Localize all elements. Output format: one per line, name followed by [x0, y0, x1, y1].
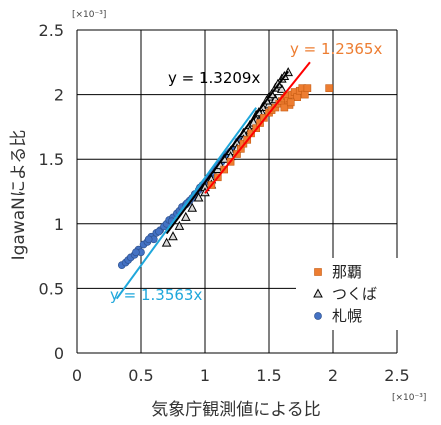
- data-point-square: [239, 139, 248, 148]
- legend-label: 札幌: [332, 307, 362, 325]
- data-point-triangle: [193, 192, 204, 202]
- legend-label: 那覇: [332, 263, 362, 281]
- y-tick-label: 1.5: [39, 150, 64, 169]
- data-point-triangle: [168, 231, 178, 241]
- regression-equation: y = 1.2365x: [290, 40, 382, 58]
- data-point-square: [260, 114, 268, 122]
- data-point-circle: [144, 235, 153, 244]
- data-point-square: [286, 98, 295, 107]
- data-point-square: [301, 90, 309, 99]
- legend-label: つくば: [332, 285, 377, 303]
- data-point-circle: [132, 248, 140, 257]
- y-tick-label: 1: [54, 215, 64, 234]
- regression-lines: [115, 61, 311, 300]
- x-axis-label: 気象庁観測値による比: [151, 400, 321, 420]
- x-tick-label: 1.5: [256, 366, 281, 385]
- data-point-square: [293, 93, 301, 101]
- data-point-triangle: [276, 83, 287, 93]
- regression-equation: y = 1.3563x: [110, 286, 202, 304]
- grid-lines: [76, 29, 398, 354]
- data-point-triangle: [161, 237, 172, 247]
- y-tick-label: 0.5: [39, 279, 64, 298]
- legend-marker-triangle: [313, 288, 323, 298]
- y-tick-label: 0: [54, 344, 64, 363]
- regression-equation: y = 1.3209x: [168, 69, 260, 87]
- regression-line: [165, 70, 290, 235]
- legend-marker-square: [314, 268, 322, 276]
- data-point-square: [325, 84, 333, 92]
- data-point-circle: [155, 227, 163, 236]
- data-point-square: [280, 103, 289, 112]
- data-point-square: [303, 84, 312, 92]
- regression-line: [204, 61, 311, 194]
- x-tick-label: 0.5: [128, 366, 153, 385]
- data-point-triangle: [187, 202, 198, 212]
- y-tick-label: 2: [54, 86, 64, 105]
- x-tick-label: 0: [72, 366, 82, 385]
- tick-labels: 0 0.5 1 1.5 2 2.5 0 0.5 1 1.5 2 2.5: [39, 21, 410, 385]
- y-axis-label: IgawaNによる比: [9, 130, 29, 261]
- y-tick-label: 2.5: [39, 21, 64, 40]
- x-multiplier: [×10⁻³]: [392, 393, 426, 403]
- legend-marker-circle: [314, 312, 322, 320]
- x-tick-label: 1: [200, 366, 210, 385]
- data-point-triangle: [174, 220, 185, 230]
- regression-equations: y = 1.2365x y = 1.3209x y = 1.3563x: [110, 40, 382, 304]
- x-tick-label: 2.5: [384, 366, 409, 385]
- x-tick-label: 2: [328, 366, 338, 385]
- regression-line: [115, 107, 258, 300]
- y-multiplier: [×10⁻³]: [72, 10, 106, 20]
- data-point-triangle: [180, 211, 191, 221]
